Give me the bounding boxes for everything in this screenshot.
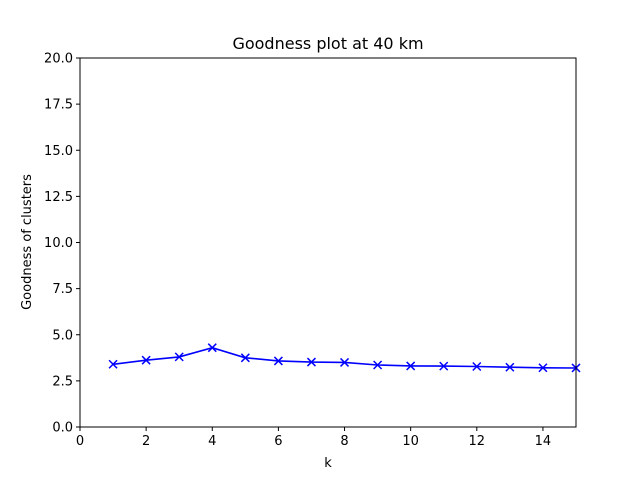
x-tick-label: 0 — [76, 434, 84, 449]
x-tick-label: 6 — [274, 434, 282, 449]
data-point-marker — [439, 361, 449, 371]
data-point-marker — [108, 359, 118, 369]
data-point-marker — [207, 343, 217, 353]
data-point-marker — [306, 357, 316, 367]
data-point-marker — [141, 355, 151, 365]
y-tick-label: 17.5 — [44, 98, 73, 113]
data-point-marker — [273, 356, 283, 366]
x-tick-label: 8 — [340, 434, 348, 449]
y-tick-label: 5.0 — [52, 328, 73, 343]
x-tick-label: 14 — [535, 434, 552, 449]
x-axis-label: k — [324, 456, 332, 471]
y-tick-label: 10.0 — [44, 236, 73, 251]
x-tick-label: 12 — [469, 434, 486, 449]
chart-title: Goodness plot at 40 km — [232, 34, 423, 53]
axes-frame — [79, 57, 577, 428]
data-point-marker — [538, 363, 548, 373]
y-tick-label: 12.5 — [44, 190, 73, 205]
x-tick-label: 4 — [208, 434, 216, 449]
x-tick-label: 2 — [142, 434, 150, 449]
data-point-marker — [174, 352, 184, 362]
plot-area: 0 2 4 6 8 10 12 14 0.0 2.5 5.0 7.5 10.0 12.5 15.0 17.5 2… — [44, 52, 581, 449]
y-tick-label: 7.5 — [52, 282, 73, 297]
y-tick-label: 2.5 — [52, 374, 73, 389]
data-point-marker — [406, 361, 416, 371]
data-point-marker — [240, 353, 250, 363]
y-tick-label: 15.0 — [44, 144, 73, 159]
y-tick-label: 0.0 — [52, 421, 73, 436]
y-tick-label: 20.0 — [44, 52, 73, 67]
data-point-marker — [472, 361, 482, 372]
y-axis-label: Goodness of clusters — [20, 174, 35, 310]
data-point-marker — [373, 360, 383, 370]
x-tick-label: 10 — [402, 434, 419, 449]
data-point-marker — [340, 357, 350, 367]
data-point-marker — [505, 362, 515, 372]
